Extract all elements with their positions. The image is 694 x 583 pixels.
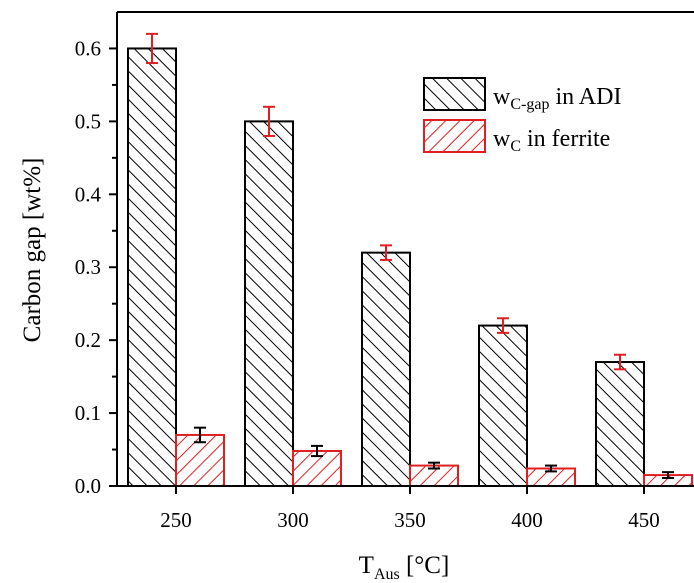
error-bar-ferrite-250 (194, 426, 206, 444)
y-tick-label: 0.0 (75, 474, 101, 498)
error-bar-adi-450 (614, 353, 626, 371)
error-bar-ferrite-350 (428, 461, 440, 470)
bar-adi-300 (244, 120, 294, 487)
y-tick-label: 0.3 (75, 255, 101, 279)
error-bar-adi-300 (263, 105, 275, 137)
legend-swatch-adi (423, 77, 486, 111)
error-bar-adi-350 (380, 244, 392, 261)
legend-label-ferrite: wC in ferrite (493, 126, 610, 155)
x-tick-label: 250 (160, 508, 192, 532)
y-tick-label: 0.1 (75, 401, 101, 425)
error-bar-ferrite-400 (545, 464, 557, 473)
y-tick-label: 0.4 (75, 182, 102, 206)
y-tick-label: 0.2 (75, 328, 101, 352)
x-axis-ticks: 250 300 350 400 450 (160, 486, 660, 532)
bar-adi-350 (361, 251, 411, 487)
bar-adi-250 (127, 47, 177, 487)
x-tick-label: 400 (511, 508, 543, 532)
error-bar-ferrite-450 (662, 471, 674, 479)
y-tick-label: 0.6 (75, 36, 101, 60)
error-bar-adi-400 (497, 317, 509, 334)
legend-swatch-ferrite (423, 119, 486, 153)
bar-adi-400 (478, 324, 528, 488)
y-tick-label: 0.5 (75, 109, 101, 133)
x-axis-title: TAus [°C] (359, 552, 450, 583)
y-axis-ticks: 0.0 0.1 0.2 0.3 0.4 0.5 0.6 (75, 36, 117, 498)
plot-area (127, 32, 693, 488)
legend-label-adi: wC-gap in ADI (493, 84, 621, 113)
x-tick-label: 350 (394, 508, 426, 532)
bar-adi-450 (595, 361, 645, 487)
legend: wC-gap in ADI wC in ferrite (423, 77, 621, 155)
y-axis-title: Carbon gap [wt%] (19, 158, 46, 343)
error-bar-ferrite-300 (311, 444, 323, 458)
x-tick-label: 300 (277, 508, 309, 532)
x-tick-label: 450 (628, 508, 660, 532)
error-bar-adi-250 (146, 32, 158, 65)
